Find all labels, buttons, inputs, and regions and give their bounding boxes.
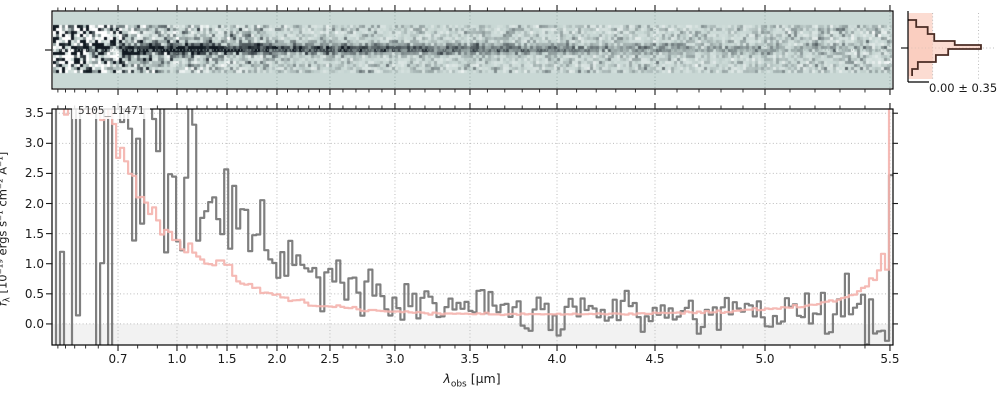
y-tick-label: 0.5 (24, 286, 44, 301)
x-axis-label-units: [μm] (466, 371, 501, 386)
x-tick-label: 2.0 (267, 352, 287, 366)
histogram-stats-label: 0.00 ± 0.35 (929, 81, 998, 95)
x-tick-label: 5.0 (755, 352, 775, 366)
x-tick-label: 1.5 (217, 352, 237, 366)
x-axis-label: λobs [μm] (443, 371, 500, 390)
y-tick-label: 3.0 (24, 136, 44, 151)
y-axis-label-f: f (0, 302, 9, 306)
x-tick-label: 4.5 (645, 352, 665, 366)
y-tick-label: 2.5 (24, 166, 44, 181)
y-tick-label: 3.5 (24, 106, 44, 121)
x-axis-label-lambda: λ (443, 371, 451, 386)
x-tick-label: 5.5 (880, 352, 900, 366)
object-id-label: 5105_11471 (72, 102, 151, 119)
y-tick-label: 1.5 (24, 226, 44, 241)
y-tick-label: 2.0 (24, 196, 44, 211)
x-axis-label-sub: obs (450, 379, 467, 390)
x-tick-label: 3.5 (460, 352, 480, 366)
x-tick-label: 1.0 (167, 352, 187, 366)
x-tick-label: 2.5 (320, 352, 340, 366)
y-tick-label: 0.0 (24, 316, 44, 331)
x-tick-label: 3.0 (385, 352, 405, 366)
y-tick-label: 1.0 (24, 256, 44, 271)
x-tick-label: 4.0 (547, 352, 567, 366)
x-tick-label: 0.7 (108, 352, 128, 366)
